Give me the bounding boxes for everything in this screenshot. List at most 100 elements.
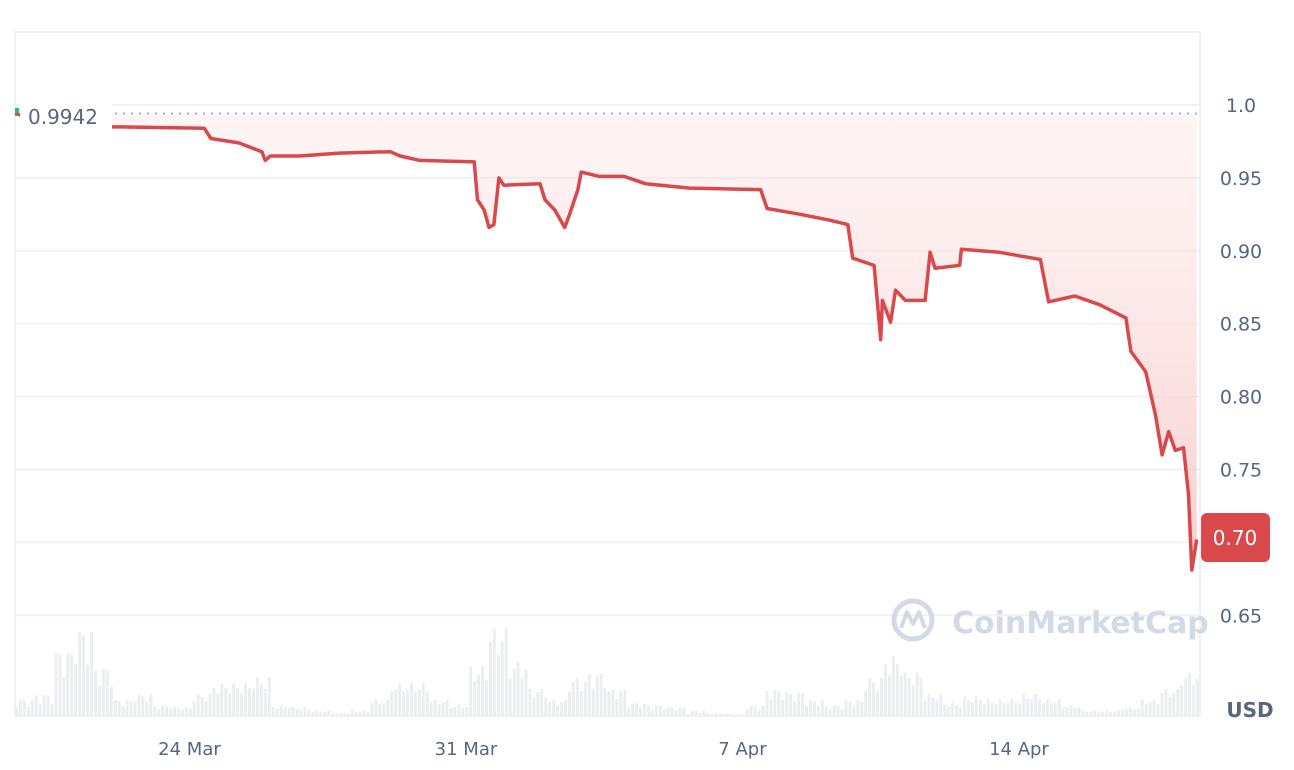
volume-bar bbox=[66, 653, 70, 716]
volume-bar bbox=[955, 704, 959, 716]
volume-bar bbox=[1124, 708, 1128, 716]
volume-bar bbox=[307, 708, 311, 716]
volume-bar bbox=[919, 678, 923, 716]
volume-bar bbox=[524, 669, 528, 716]
volume-bar bbox=[757, 709, 761, 716]
volume-bar bbox=[500, 641, 504, 716]
volume-bar bbox=[662, 709, 666, 716]
y-tick-label: 0.80 bbox=[1220, 387, 1262, 409]
volume-bar bbox=[315, 710, 319, 716]
volume-bar bbox=[832, 705, 836, 716]
volume-bar bbox=[670, 707, 674, 716]
volume-bar bbox=[390, 691, 394, 716]
volume-bar bbox=[113, 700, 117, 716]
volume-bar bbox=[658, 705, 662, 716]
volume-bar bbox=[287, 708, 291, 716]
volume-bar bbox=[824, 706, 828, 716]
volume-bar bbox=[615, 699, 619, 716]
volume-bar bbox=[998, 699, 1002, 716]
volume-bar bbox=[1121, 709, 1124, 716]
volume-bar bbox=[433, 699, 437, 716]
volume-bar bbox=[1077, 707, 1081, 716]
volume-bar bbox=[86, 664, 90, 716]
y-tick-label: 0.95 bbox=[1220, 168, 1262, 190]
volume-bar bbox=[299, 709, 303, 716]
volume-bar bbox=[303, 707, 307, 716]
volume-bar bbox=[1093, 710, 1097, 716]
volume-bar bbox=[982, 703, 986, 716]
volume-bar bbox=[1069, 705, 1073, 716]
price-area-fill bbox=[15, 113, 1197, 571]
volume-bar bbox=[951, 702, 955, 716]
volume-bar bbox=[1148, 702, 1152, 716]
coinmarketcap-logo-icon bbox=[891, 598, 935, 642]
volume-bar bbox=[504, 628, 508, 716]
volume-bar bbox=[698, 712, 702, 716]
volume-bar bbox=[643, 704, 646, 716]
volume-bar bbox=[244, 683, 248, 716]
volume-bar bbox=[90, 632, 93, 716]
volume-bar bbox=[718, 712, 722, 716]
volume-bar bbox=[82, 634, 86, 716]
volume-bar bbox=[319, 711, 323, 716]
volume-bar bbox=[931, 697, 935, 716]
volume-bar bbox=[445, 699, 449, 716]
volume-bar bbox=[737, 713, 741, 716]
volume-bar bbox=[714, 712, 718, 716]
volume-bar bbox=[990, 702, 994, 716]
volume-bar bbox=[1152, 699, 1156, 716]
volume-bar bbox=[836, 706, 840, 716]
volume-bar bbox=[552, 699, 556, 716]
volume-bar bbox=[959, 706, 962, 716]
volume-bar bbox=[18, 700, 22, 716]
volume-bar bbox=[374, 699, 378, 716]
volume-bar bbox=[275, 708, 279, 716]
volume-bar bbox=[252, 688, 255, 716]
volume-bar bbox=[1002, 702, 1006, 716]
volume-bar bbox=[1105, 710, 1109, 716]
volume-bar bbox=[220, 683, 224, 716]
volume-bar bbox=[157, 708, 161, 716]
volume-bar bbox=[46, 695, 50, 716]
x-tick-label: 14 Apr bbox=[989, 739, 1049, 760]
volume-bar bbox=[761, 705, 765, 716]
volume-bar bbox=[611, 689, 615, 716]
volume-bar bbox=[1156, 704, 1160, 716]
volume-bar bbox=[1136, 708, 1140, 716]
volume-bar bbox=[1053, 703, 1057, 716]
volume-bar bbox=[216, 693, 220, 716]
volume-bar bbox=[145, 702, 149, 716]
volume-bar bbox=[1140, 699, 1144, 716]
volume-bar bbox=[627, 708, 631, 716]
volume-bar bbox=[263, 688, 267, 716]
volume-bar bbox=[417, 689, 421, 716]
volume-bar bbox=[342, 713, 346, 716]
volume-bar bbox=[852, 705, 856, 716]
volume-bar bbox=[228, 693, 232, 716]
volume-bar bbox=[38, 703, 42, 716]
volume-bar bbox=[473, 681, 477, 716]
volume-bar bbox=[1081, 710, 1085, 716]
volume-bar bbox=[793, 701, 797, 716]
volume-bar bbox=[876, 690, 880, 716]
volume-bar bbox=[492, 628, 496, 716]
volume-bar bbox=[346, 713, 350, 716]
volume-bar bbox=[654, 705, 658, 716]
volume-bar bbox=[378, 703, 382, 716]
volume-bar bbox=[295, 708, 299, 716]
volume-bar bbox=[410, 683, 413, 716]
volume-bar bbox=[635, 703, 639, 716]
volume-bar bbox=[860, 701, 864, 716]
volume-bar bbox=[449, 708, 453, 716]
volume-bar bbox=[394, 689, 398, 716]
volume-bar bbox=[1113, 711, 1117, 716]
volume-bar bbox=[169, 709, 172, 716]
volume-bar bbox=[334, 713, 338, 716]
volume-bar bbox=[137, 694, 141, 716]
volume-bar bbox=[639, 708, 643, 716]
volume-bar bbox=[769, 699, 773, 716]
volume-bar bbox=[382, 703, 386, 716]
volume-bar bbox=[109, 686, 113, 716]
volume-bar bbox=[1188, 672, 1192, 716]
volume-bar bbox=[461, 708, 465, 716]
